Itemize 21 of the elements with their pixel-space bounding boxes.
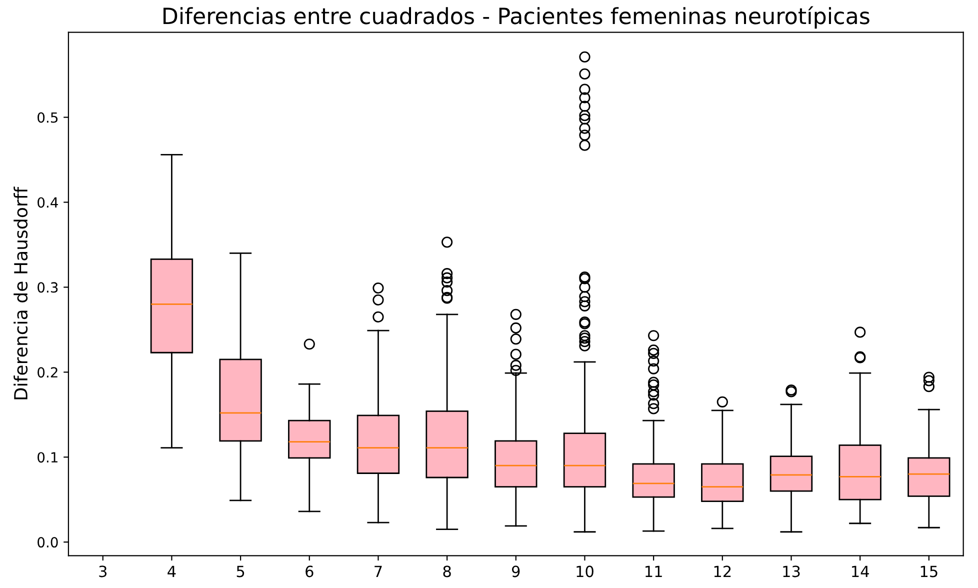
y-tick-label: 0.1 xyxy=(38,452,58,463)
x-tick-label: 11 xyxy=(646,566,662,577)
y-tick-label: 0.5 xyxy=(38,112,58,123)
y-tick-label: 0.4 xyxy=(38,197,58,208)
x-tick-label: 8 xyxy=(443,566,451,578)
x-tick-label: 6 xyxy=(306,566,314,578)
x-tick-label: 10 xyxy=(576,566,594,578)
x-tick-label: 12 xyxy=(714,566,731,577)
x-tick-label: 3 xyxy=(99,566,107,578)
x-tick-label: 9 xyxy=(512,566,520,578)
x-tick-label: 15 xyxy=(920,566,938,578)
y-axis-title: Diferencia de Hausdorff xyxy=(14,186,28,400)
x-tick-label: 5 xyxy=(236,566,244,578)
y-tick-label: 0.3 xyxy=(38,282,58,293)
x-tick-label: 13 xyxy=(783,566,800,578)
x-tick-label: 7 xyxy=(374,566,382,577)
y-tick-label: 0.0 xyxy=(38,537,58,548)
y-tick-label: 0.2 xyxy=(38,367,58,378)
x-tick-label: 4 xyxy=(168,566,176,577)
x-tick-label: 14 xyxy=(852,566,869,577)
chart-title: Diferencias entre cuadrados - Pacientes femeninas neurotípicas xyxy=(164,6,870,29)
